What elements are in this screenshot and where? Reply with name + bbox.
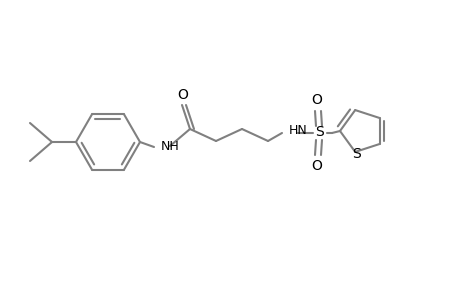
Text: O: O	[311, 93, 322, 107]
Text: O: O	[177, 88, 188, 102]
Text: HN: HN	[288, 124, 307, 136]
Text: O: O	[311, 159, 322, 173]
Text: S: S	[351, 147, 360, 161]
Text: S: S	[315, 125, 324, 139]
Text: NH: NH	[161, 140, 179, 152]
